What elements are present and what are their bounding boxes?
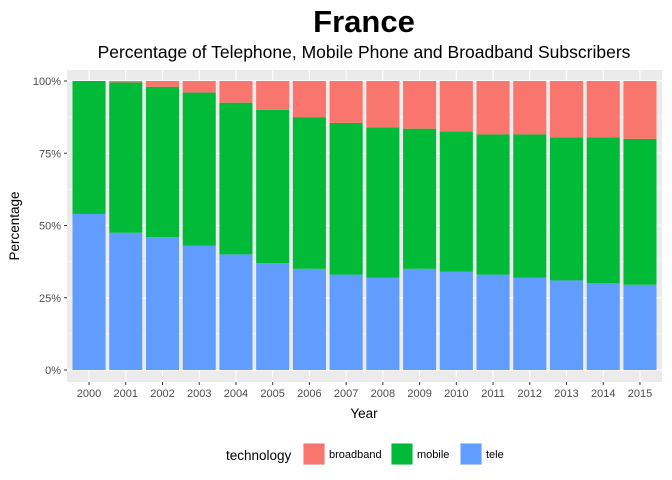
x-tick-label: 2006: [297, 388, 321, 400]
bar-tele-2000: [72, 213, 106, 370]
bar-layer: [72, 81, 657, 370]
bar-mobile-2003: [182, 92, 216, 246]
y-tick-label: 25%: [39, 293, 61, 305]
y-axis: 0% 25% 50% 75% 100%: [33, 76, 67, 377]
bar-broadband-2013: [549, 81, 584, 138]
bar-tele-2013: [549, 280, 584, 370]
x-tick-label: 2010: [444, 388, 468, 400]
bar-tele-2001: [109, 232, 143, 370]
bar-tele-2009: [403, 268, 437, 370]
y-tick-label: 75%: [39, 148, 61, 160]
bar-tele-2006: [292, 268, 326, 370]
x-tick-label: 2000: [77, 388, 101, 400]
bar-broadband-2006: [292, 81, 326, 118]
bar-mobile-2007: [329, 122, 363, 275]
x-tick-label: 2002: [150, 388, 174, 400]
x-tick-label: 2011: [481, 388, 505, 400]
bar-mobile-2014: [586, 137, 620, 284]
bar-mobile-2009: [403, 128, 437, 269]
bar-broadband-2012: [513, 81, 547, 135]
bar-broadband-2004: [219, 81, 253, 103]
bar-tele-2007: [329, 274, 363, 370]
legend-label-tele: tele: [486, 449, 504, 461]
x-tick-label: 2004: [224, 388, 248, 400]
bar-broadband-2009: [403, 81, 437, 129]
x-tick-label: 2009: [407, 388, 431, 400]
x-tick-label: 2013: [554, 388, 578, 400]
legend-swatch-mobile: [391, 443, 413, 465]
bar-mobile-2000: [72, 81, 106, 214]
bar-tele-2014: [586, 283, 620, 370]
bar-broadband-2005: [256, 81, 290, 110]
bar-tele-2011: [476, 274, 510, 370]
bar-mobile-2001: [109, 82, 143, 233]
x-axis: 2000 2001 2002 2003 2004 2005 2006 2007 2008 2009…: [77, 382, 652, 400]
legend: technology broadband mobile tele: [226, 443, 504, 465]
x-tick-label: 2003: [187, 388, 211, 400]
legend-label-broadband: broadband: [329, 449, 382, 461]
x-axis-title: Year: [350, 406, 378, 421]
y-tick-label: 50%: [39, 221, 61, 233]
bar-mobile-2002: [145, 86, 180, 238]
bar-broadband-2007: [329, 81, 363, 123]
bar-mobile-2010: [439, 131, 473, 272]
y-axis-title: Percentage: [7, 191, 22, 260]
bar-broadband-2008: [366, 81, 400, 128]
bar-tele-2005: [256, 263, 290, 370]
bar-mobile-2004: [219, 102, 253, 255]
chart-title: France: [313, 4, 415, 39]
bar-mobile-2008: [366, 127, 400, 278]
x-tick-label: 2014: [591, 388, 615, 400]
bar-tele-2015: [623, 284, 657, 370]
bar-broadband-2015: [623, 81, 657, 139]
chart-subtitle: Percentage of Telephone, Mobile Phone an…: [98, 42, 631, 62]
legend-swatch-broadband: [303, 443, 325, 465]
x-tick-label: 2015: [628, 388, 652, 400]
bar-mobile-2011: [476, 134, 510, 275]
bar-mobile-2015: [623, 138, 657, 285]
x-tick-label: 2008: [371, 388, 395, 400]
bar-broadband-2011: [476, 81, 510, 135]
x-tick-label: 2001: [114, 388, 138, 400]
bar-tele-2002: [145, 237, 180, 370]
x-tick-label: 2005: [260, 388, 284, 400]
bar-tele-2008: [366, 277, 400, 370]
bar-mobile-2013: [549, 137, 584, 281]
bar-broadband-2003: [182, 81, 216, 93]
legend-label-mobile: mobile: [417, 449, 449, 461]
bar-tele-2010: [439, 271, 473, 370]
bar-tele-2003: [182, 245, 216, 370]
bar-broadband-2002: [145, 81, 180, 87]
y-tick-label: 100%: [33, 76, 61, 88]
bar-mobile-2005: [256, 109, 290, 264]
x-tick-label: 2012: [518, 388, 542, 400]
legend-title: technology: [226, 448, 292, 463]
bar-tele-2004: [219, 254, 253, 370]
bar-mobile-2006: [292, 117, 326, 269]
bar-broadband-2014: [586, 81, 620, 138]
y-tick-label: 0%: [45, 365, 61, 377]
x-tick-label: 2007: [334, 388, 358, 400]
bar-broadband-2010: [439, 81, 473, 132]
bar-broadband-2001: [109, 81, 143, 83]
legend-swatch-tele: [460, 443, 482, 465]
bar-mobile-2012: [513, 134, 547, 278]
bar-tele-2012: [513, 277, 547, 370]
